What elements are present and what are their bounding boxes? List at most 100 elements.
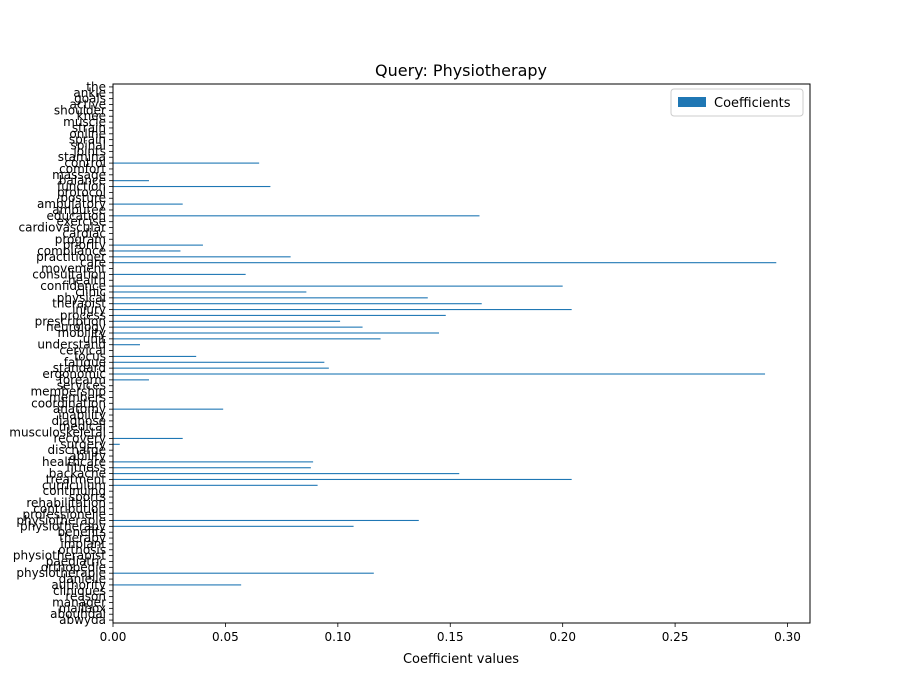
y-tick-label: fatigue <box>64 355 106 369</box>
y-tick-label: active <box>70 98 106 112</box>
y-tick-label: musculoskeletal <box>9 426 106 440</box>
y-tick-label: neurology <box>46 320 106 334</box>
y-tick-label: clinic <box>75 285 106 299</box>
y-tick-label: authority <box>51 578 106 592</box>
y-tick-label: therapist <box>52 297 106 311</box>
y-tick-label: danielle <box>59 572 106 586</box>
y-tick-label: implant <box>60 537 106 551</box>
y-tick-label: mobility <box>58 326 106 340</box>
y-tick-label: medical <box>59 420 106 434</box>
y-tick-label: shoulder <box>54 103 106 117</box>
legend-box <box>670 88 804 117</box>
y-tick-label: physical <box>57 291 106 305</box>
y-tick-label: manager <box>52 595 106 609</box>
bar-control <box>113 162 260 164</box>
x-tick-label: 0.15 <box>437 630 464 644</box>
y-tick-label: ankle <box>73 86 106 100</box>
bar-physical <box>113 297 428 299</box>
y-axis-ticks: abwydaabouhdalmailboxmanagerreasoncliniq… <box>9 80 113 627</box>
y-tick-label: practitioner <box>36 250 106 264</box>
y-tick-label: paediatric <box>46 554 106 568</box>
bar-healthcare <box>113 461 314 463</box>
bar-anatomy <box>113 408 224 410</box>
y-tick-label: sports <box>69 490 106 504</box>
y-tick-label: process <box>60 308 106 322</box>
y-tick-label: physiotherapy <box>20 519 106 533</box>
bar-care <box>113 262 777 264</box>
y-tick-label: ambulatory <box>37 197 106 211</box>
bar-mobility <box>113 332 440 334</box>
y-tick-label: abouhdal <box>50 607 106 621</box>
y-tick-label: compliance <box>37 244 106 258</box>
bar-balance <box>113 180 149 182</box>
y-tick-label: protocol <box>57 185 106 199</box>
bar-neurology <box>113 326 363 328</box>
y-tick-label: diagnose <box>51 414 106 428</box>
bar-fitness <box>113 467 311 469</box>
bar-function <box>113 185 271 188</box>
y-tick-label: spinal <box>71 139 107 153</box>
bar-physiotherapie <box>113 519 419 522</box>
y-tick-label: movement <box>41 262 106 276</box>
y-tick-label: standard <box>53 361 106 375</box>
y-tick-label: rehabilitation <box>26 496 106 510</box>
bar-injury <box>113 309 572 311</box>
y-tick-label: cliniques <box>53 584 106 598</box>
bar-process <box>113 314 446 316</box>
bar-priority <box>113 244 203 246</box>
y-tick-label: ability <box>69 449 106 463</box>
x-tick-label: 0.10 <box>324 630 351 644</box>
y-tick-label: posture <box>60 191 106 205</box>
bar-education <box>113 215 480 217</box>
y-tick-label: services <box>57 379 106 393</box>
bar-confidence <box>113 285 563 287</box>
bars-group <box>113 162 777 586</box>
y-tick-label: treatment <box>46 472 106 486</box>
y-tick-label: balance <box>59 174 106 188</box>
x-tick-label: 0.30 <box>774 630 801 644</box>
bar-practitioner <box>113 256 291 258</box>
bar-prescription <box>113 320 341 322</box>
y-tick-label: members <box>49 390 106 404</box>
y-tick-label: goals <box>74 92 106 106</box>
y-tick-label: fitness <box>66 461 106 475</box>
y-tick-label: membership <box>30 385 106 399</box>
y-tick-label: anatomy <box>53 402 106 416</box>
y-tick-label: physiotherapist <box>13 549 106 563</box>
y-tick-label: inability <box>58 408 106 422</box>
bar-clinic <box>113 291 307 293</box>
plot-frame <box>112 83 811 624</box>
y-tick-label: strain <box>72 121 106 135</box>
y-tick-label: stamina <box>58 150 106 164</box>
y-tick-label: exercise <box>56 215 106 229</box>
y-tick-label: physiothérapie <box>16 566 106 580</box>
bar-surgery <box>113 443 120 445</box>
x-axis-label: Coefficient values <box>403 652 519 667</box>
y-tick-label: professionelle <box>23 508 106 522</box>
y-tick-label: focus <box>74 349 106 363</box>
y-tick-label: healthcare <box>42 455 106 469</box>
bar-standard <box>113 367 329 369</box>
legend-entry-coefficients: Coefficients <box>714 96 791 111</box>
y-tick-label: reason <box>65 590 106 604</box>
x-tick-label: 0.25 <box>662 630 689 644</box>
y-tick-label: curriculum <box>42 478 106 492</box>
y-tick-label: program <box>55 232 106 246</box>
bar-forearm <box>113 379 149 381</box>
y-tick-label: care <box>80 256 106 270</box>
y-tick-label: therapy <box>59 531 106 545</box>
y-tick-label: joints <box>72 144 106 158</box>
bar-curriculum <box>113 484 318 486</box>
y-tick-label: online <box>69 127 106 141</box>
y-tick-label: benefits <box>57 525 106 539</box>
y-tick-label: control <box>64 156 106 170</box>
bar-treatment <box>113 478 572 481</box>
y-tick-label: education <box>46 209 106 223</box>
y-tick-label: coordination <box>31 396 106 410</box>
y-tick-label: forearm <box>59 373 106 387</box>
bar-authority <box>113 584 242 586</box>
y-tick-label: surgery <box>60 437 106 451</box>
chart-title: Query: Physiotherapy <box>375 61 547 80</box>
